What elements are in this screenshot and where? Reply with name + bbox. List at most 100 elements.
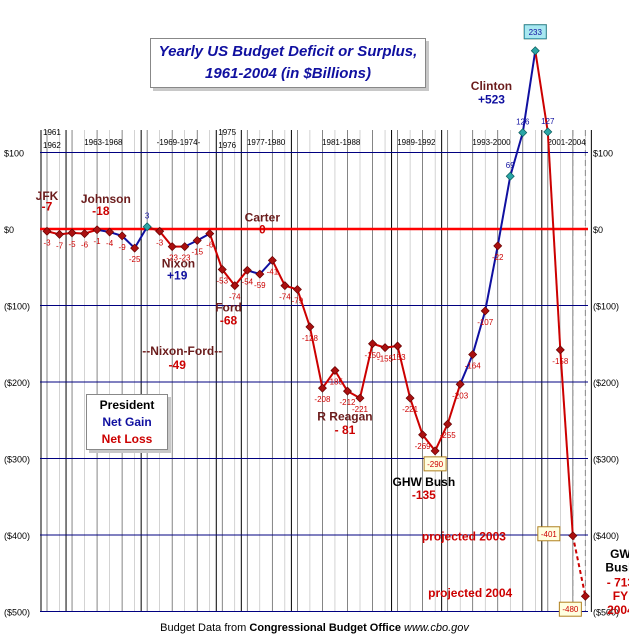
y-tick-label-left: ($100) <box>4 302 30 312</box>
data-label: -164 <box>465 361 482 370</box>
legend-gain: Net Gain <box>102 415 152 429</box>
y-tick-label-right: $100 <box>593 149 613 159</box>
data-point <box>117 231 127 241</box>
data-label: -150 <box>365 351 382 360</box>
series-segment <box>446 383 462 425</box>
annotation-label: Nixon <box>162 256 195 270</box>
series-segment <box>308 326 324 389</box>
data-point <box>555 345 565 355</box>
data-label: -290 <box>427 460 444 469</box>
data-label: -9 <box>119 243 127 252</box>
data-point <box>493 241 503 251</box>
data-label: -1 <box>94 237 102 246</box>
data-label: -23 <box>166 254 178 263</box>
series-segment <box>208 233 224 270</box>
annotation-label: Clinton <box>471 79 512 93</box>
data-label: -74 <box>229 293 241 302</box>
data-label: -15 <box>191 247 203 256</box>
series-segment <box>571 535 587 597</box>
annotation-label: FY <box>613 589 628 603</box>
series-segment <box>221 268 236 287</box>
data-label: 126 <box>516 118 530 127</box>
data-point <box>217 265 227 275</box>
data-point <box>42 226 52 236</box>
data-point <box>355 393 365 403</box>
footer-credit: Budget Data from Congressional Budget Of… <box>0 622 629 634</box>
era-label: 1977-1980 <box>247 138 286 147</box>
data-label: -203 <box>452 391 469 400</box>
series-segment <box>396 345 412 399</box>
data-point <box>505 171 515 181</box>
annotation-label: - 81 <box>335 423 356 437</box>
data-point <box>418 430 428 440</box>
data-label: -23 <box>179 254 191 263</box>
data-point <box>530 46 540 56</box>
legend-loss: Net Loss <box>101 432 153 446</box>
data-point <box>267 255 277 265</box>
data-point <box>205 229 215 239</box>
annotation-label: -7 <box>42 200 53 214</box>
data-label: -59 <box>254 281 266 290</box>
annotation-label: -68 <box>220 314 238 328</box>
data-point <box>430 446 440 456</box>
footer-url: www.cbo.gov <box>404 622 469 634</box>
era-label: -1969-1974- <box>157 138 201 147</box>
series-segment <box>296 289 311 328</box>
footer-source: Congressional Budget Office <box>249 622 401 634</box>
data-label: -480 <box>562 605 579 614</box>
data-label: -7 <box>56 241 64 250</box>
data-label: -212 <box>339 398 356 407</box>
data-point <box>543 127 553 137</box>
y-tick-label-right: ($300) <box>593 455 619 465</box>
data-label: -53 <box>216 277 228 286</box>
annotation-label: Carter <box>245 210 281 224</box>
y-tick-label-left: ($200) <box>4 378 30 388</box>
data-label: 233 <box>529 28 543 37</box>
data-point <box>518 128 528 138</box>
annotation-label: -18 <box>92 204 110 218</box>
chart-title-line2: 1961-2004 (in $Billions) <box>205 65 371 82</box>
data-point <box>255 269 265 279</box>
data-point <box>330 366 340 376</box>
series-segment <box>459 354 474 385</box>
series-segment <box>234 269 249 287</box>
series-segment <box>534 50 549 132</box>
data-point <box>230 281 240 291</box>
data-point <box>142 222 152 232</box>
data-label: -107 <box>477 318 494 327</box>
series-segment <box>496 176 512 247</box>
data-label: -5 <box>68 240 76 249</box>
data-label: -401 <box>541 530 558 539</box>
data-point <box>67 228 77 238</box>
data-label-box <box>558 601 582 617</box>
annotation-label: JFK <box>36 189 59 203</box>
data-point <box>55 229 65 239</box>
data-label-box <box>423 456 447 472</box>
annotation-label: projected 2003 <box>422 529 506 543</box>
annotation-label: GHW Bush <box>393 475 456 489</box>
data-label: -158 <box>552 357 569 366</box>
data-label: -6 <box>206 241 214 250</box>
annotation-label: Bush <box>605 561 629 575</box>
era-label: 1962 <box>43 141 61 150</box>
data-label: -221 <box>402 405 419 414</box>
legend-box: President Net Gain Net Loss <box>86 394 168 450</box>
annotation-label: 0 <box>259 223 266 237</box>
y-tick-label-left: $100 <box>4 149 24 159</box>
data-point <box>155 226 165 236</box>
annotation-label: -135 <box>412 488 436 502</box>
annotation-label: Ford <box>215 301 242 315</box>
data-label-box <box>537 526 561 542</box>
y-tick-label-right: ($500) <box>593 608 619 618</box>
data-point <box>167 242 177 252</box>
data-point <box>455 379 465 389</box>
annotation-label: GW <box>610 547 629 561</box>
series-segment <box>471 310 487 355</box>
data-label: -255 <box>440 431 457 440</box>
y-tick-label-left: ($500) <box>4 608 30 618</box>
series-segment <box>484 245 499 312</box>
series-segment <box>509 132 524 177</box>
annotation-label: --Nixon-Ford-- <box>142 344 222 358</box>
data-point <box>92 225 102 235</box>
